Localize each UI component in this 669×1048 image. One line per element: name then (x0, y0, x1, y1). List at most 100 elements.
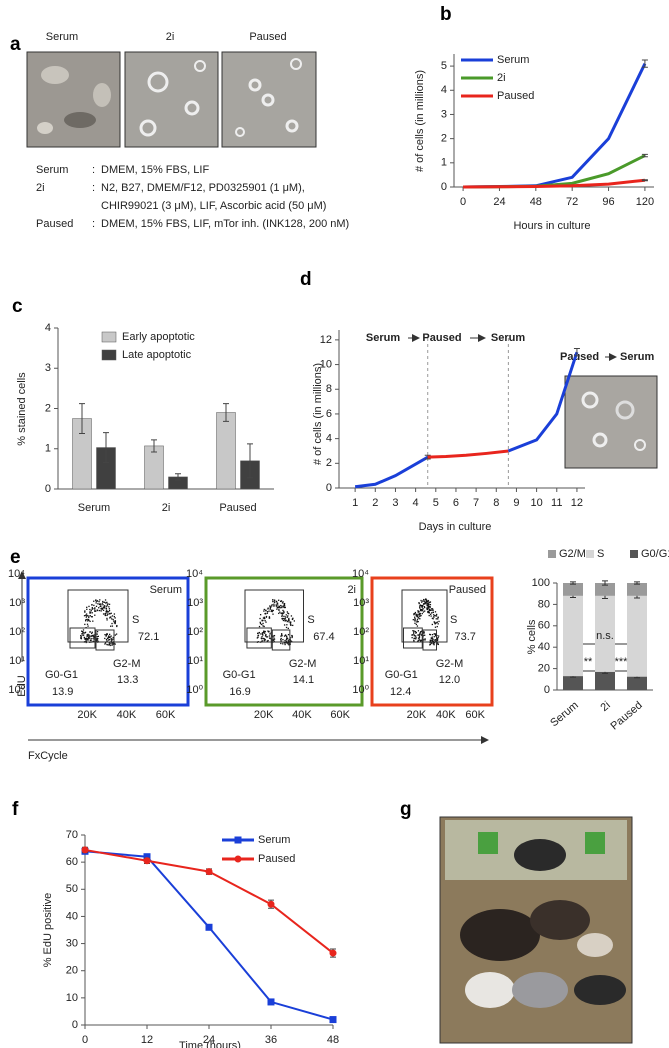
flow-dot (430, 609, 432, 612)
flow-dot (288, 618, 290, 621)
gate-value: 72.1 (138, 631, 159, 643)
flow-dot (283, 602, 285, 605)
panel-label: g (400, 799, 412, 820)
flow-dot (280, 604, 282, 607)
flow-dot (264, 617, 266, 620)
flow-dot (292, 617, 294, 619)
flow-dot (257, 634, 260, 636)
flow-dot (283, 617, 285, 620)
flow-y-tick: 10⁰ (186, 684, 203, 696)
flow-dot (417, 610, 419, 612)
flow-dot (264, 635, 267, 637)
flow-dot (88, 635, 90, 637)
line (84, 850, 334, 1021)
x-tick-label: 96 (602, 196, 614, 208)
y-tick-label: 20 (538, 663, 550, 675)
separator: : (92, 164, 95, 176)
flow-dot (100, 608, 102, 610)
y-tick-label: 4 (326, 433, 332, 445)
flow-title: Serum (150, 584, 182, 596)
x-tick-label: 48 (327, 1034, 339, 1046)
y-axis-label: % EdU positive (42, 893, 54, 968)
flow-dot (93, 634, 95, 636)
bar-segment (563, 583, 583, 596)
flow-dot (289, 637, 292, 639)
flow-dot (80, 634, 82, 637)
flow-dot (429, 633, 431, 636)
flow-dot (261, 638, 263, 640)
flow-dot (261, 640, 263, 642)
flow-dot (274, 600, 276, 602)
flow-dot (106, 617, 108, 620)
panel-label: d (300, 269, 312, 290)
image-label: Serum (620, 351, 654, 363)
flow-dot (88, 605, 90, 608)
flow-dot (287, 615, 289, 617)
flow-dot (427, 611, 429, 614)
flow-dot (110, 616, 112, 618)
flow-dot (110, 612, 112, 614)
flow-dot (113, 620, 115, 622)
flow-dot (86, 615, 89, 617)
x-tick-label: 11 (551, 497, 562, 509)
flow-dot (258, 632, 260, 634)
flow-dot (84, 632, 86, 634)
flow-dot (434, 622, 437, 624)
flow-dot (111, 618, 113, 620)
gate (422, 629, 437, 651)
flow-dot (88, 634, 90, 636)
flow-dot (106, 610, 108, 613)
legend-swatch (586, 550, 594, 558)
flow-dot (412, 619, 414, 621)
flow-dot (434, 614, 436, 617)
flow-dot (417, 611, 419, 613)
flow-dot (433, 633, 435, 635)
flow-dot (101, 607, 103, 609)
flow-dot (413, 637, 415, 640)
flow-dot (289, 622, 292, 624)
flow-dot (432, 643, 435, 645)
flow-dot (420, 609, 423, 611)
flow-dot (413, 640, 415, 642)
flow-dot (105, 607, 107, 610)
legend-label: Serum (258, 834, 290, 846)
y-tick-label: 40 (66, 910, 78, 922)
gate-label: G0-G1 (385, 669, 418, 681)
error-bar (641, 179, 648, 182)
flow-dot (420, 599, 422, 602)
flow-dot (273, 634, 276, 637)
flow-dot (105, 635, 107, 637)
marker (329, 949, 337, 957)
flow-dot (413, 616, 416, 618)
flow-dot (425, 599, 428, 601)
flow-dot (424, 599, 427, 601)
flow-dot (421, 606, 423, 608)
flow-dot (432, 638, 434, 640)
flow-y-tick: 10³ (353, 597, 369, 609)
flow-dot (84, 623, 86, 626)
flow-dot (86, 608, 88, 610)
flow-dot (96, 636, 98, 638)
flow-dot (437, 623, 439, 625)
y-tick-label: 5 (441, 60, 447, 72)
flow-dot (425, 598, 427, 600)
flow-dot (432, 614, 435, 616)
media-text: DMEM, 15% FBS, LIF, mTor inh. (INK128, 2… (101, 218, 349, 230)
flow-dot (284, 634, 287, 637)
flow-dot (88, 636, 90, 638)
flow-dot (437, 618, 439, 620)
flow-dot (416, 613, 418, 615)
flow-dot (423, 603, 425, 605)
y-tick-label: 50 (66, 883, 78, 895)
line (354, 455, 429, 489)
flow-dot (283, 611, 285, 614)
x-tick-label: 12 (141, 1034, 153, 1046)
flow-dot (417, 637, 420, 639)
y-tick-label: 0 (45, 483, 51, 495)
flow-dot (436, 639, 438, 642)
flow-dot (411, 634, 413, 636)
flow-dot (418, 617, 420, 619)
flow-dot (91, 608, 93, 610)
flow-dot (428, 602, 430, 604)
flow-dot (96, 600, 98, 602)
